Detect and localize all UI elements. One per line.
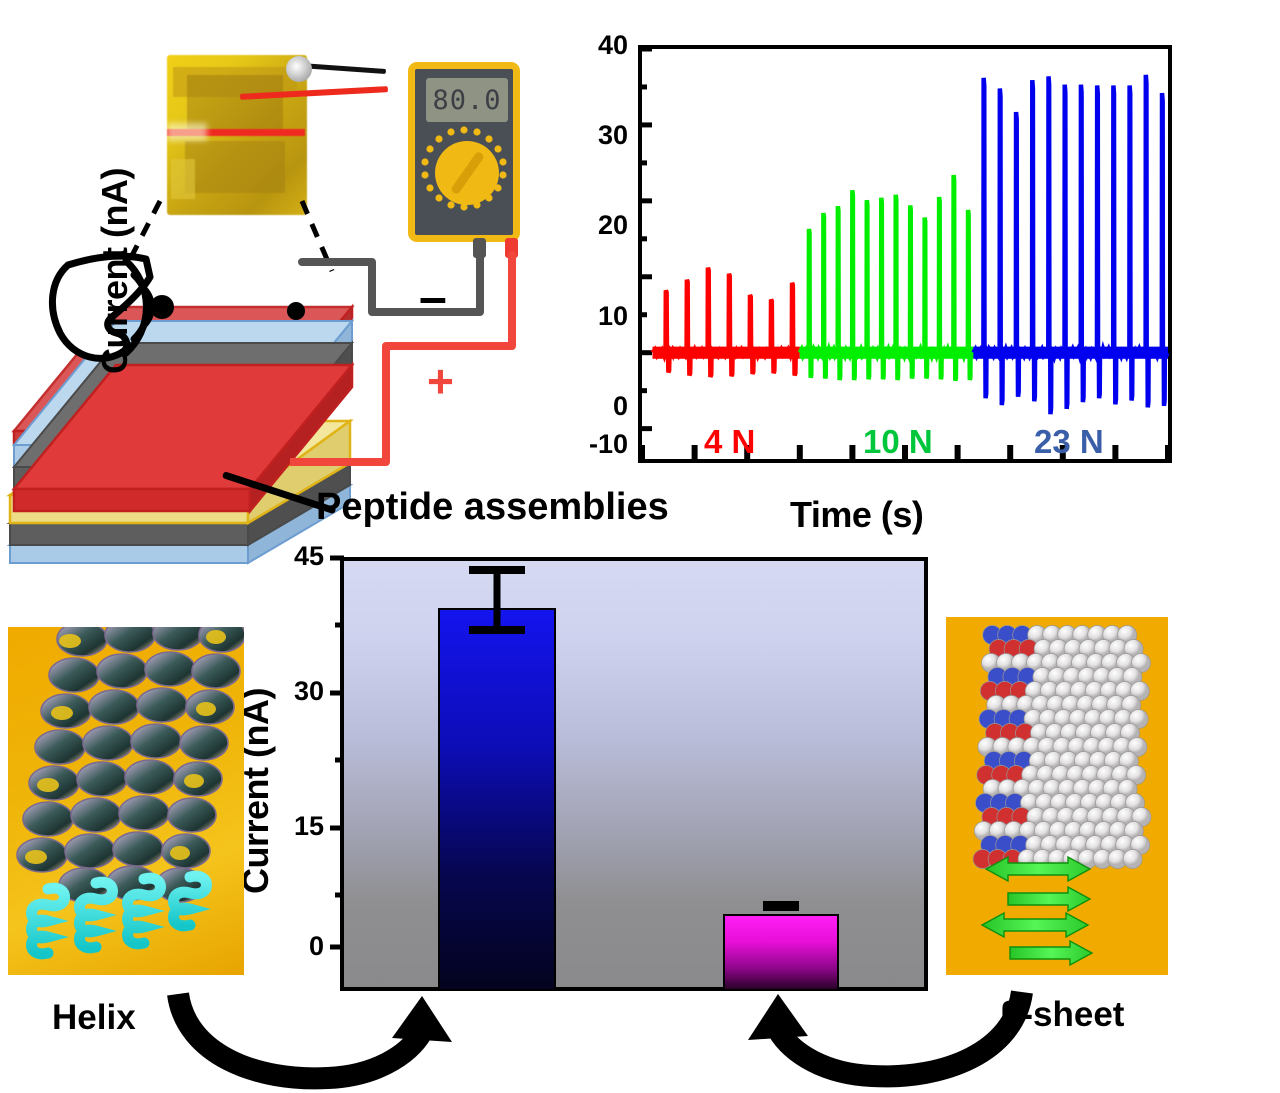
multimeter-dial-dots xyxy=(421,126,507,211)
bar-chart-ytick-marks xyxy=(330,555,344,950)
annotation-10n: 10 N xyxy=(863,423,933,460)
helix-assembly-image xyxy=(8,627,244,975)
multimeter-reading: 80.0 xyxy=(432,84,502,116)
bar-chart-panel xyxy=(340,557,928,991)
arrow-helix-to-bar xyxy=(167,991,452,1090)
device-photo-black-lead xyxy=(299,63,387,74)
line-series-23-n xyxy=(971,74,1170,415)
solder-joint-icon xyxy=(286,56,312,82)
line-chart-panel: 4 N 10 N 23 N xyxy=(638,45,1172,463)
errorbar-beta-sheet xyxy=(723,901,839,912)
bar-helix[interactable] xyxy=(438,607,556,991)
device-photograph xyxy=(167,55,307,215)
line-series-4-n xyxy=(650,266,802,378)
bar-beta-sheet[interactable] xyxy=(723,914,839,991)
line-chart-ylabel: Current (nA) xyxy=(94,168,135,374)
positive-polarity-sign: + xyxy=(427,355,454,407)
line-chart-xlabel: Time (s) xyxy=(790,494,924,535)
bar-chart-ytick-30: 30 xyxy=(293,676,324,706)
helix-label: Helix xyxy=(52,998,136,1037)
bar-chart-ytick-45: 45 xyxy=(293,541,324,571)
errorbar-helix xyxy=(438,565,556,634)
line-chart-ytick-30: 30 xyxy=(597,120,628,150)
line-chart-plot xyxy=(638,46,1171,459)
multimeter-display: 80.0 xyxy=(426,78,508,122)
hand-touch-icon xyxy=(48,252,174,362)
bar-chart-frame xyxy=(340,557,928,991)
peptide-assemblies-label: Peptide assemblies xyxy=(316,486,669,528)
arrow-beta-to-bar xyxy=(748,989,1033,1088)
line-chart-ytick-neg10: -10 xyxy=(588,429,628,459)
circuit-wiring xyxy=(290,251,516,466)
beta-sheet-assembly-image xyxy=(946,617,1168,975)
annotation-23n: 23 N xyxy=(1034,423,1104,460)
line-chart-ytick-40: 40 xyxy=(597,30,628,60)
line-chart-ytick-0: 0 xyxy=(612,391,628,421)
negative-polarity-sign: – xyxy=(419,269,447,325)
bar-chart-ytick-15: 15 xyxy=(293,811,324,841)
line-chart-ytick-10: 10 xyxy=(597,301,628,331)
digital-multimeter[interactable]: 80.0 xyxy=(408,62,520,242)
line-chart-ytick-20: 20 xyxy=(597,210,628,240)
multimeter-dial[interactable] xyxy=(435,141,499,205)
annotation-4n: 4 N xyxy=(704,423,756,460)
bar-chart-ytick-0: 0 xyxy=(308,931,324,961)
top-electrode-terminal xyxy=(287,302,305,320)
